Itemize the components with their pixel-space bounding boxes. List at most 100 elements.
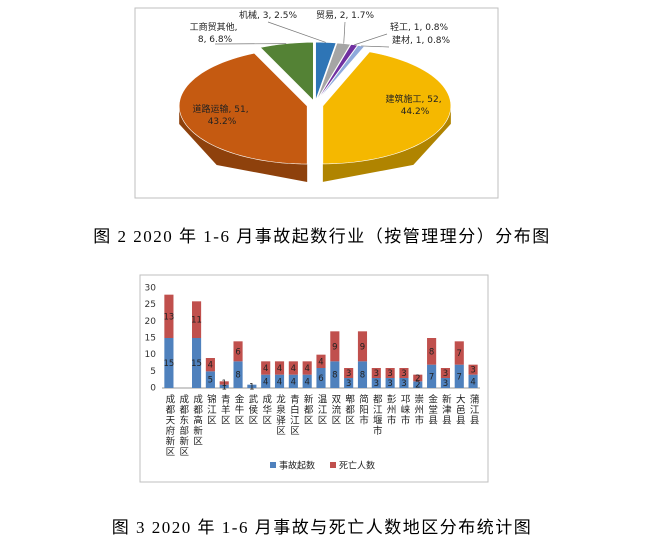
x-tick-label: 温江区 [316,394,328,426]
data-label: 4 [277,377,282,387]
x-tick-label: 武侯区 [246,393,258,425]
x-tick-label: 金牛区 [233,393,245,425]
bar-segment [413,381,423,388]
x-tick-label: 郫都区 [343,393,355,425]
data-label-part: 轻工 [390,21,408,33]
x-tick-label: 金堂县 [426,393,438,425]
pie-slice [316,42,351,101]
bar-segment [316,368,326,388]
bar-segment [261,361,271,375]
data-label-part: 工商贸其他 [190,21,235,33]
data-label: 8 [429,347,434,357]
x-tick-label: 成都天府新区 [163,393,175,457]
x-tick-label: 锦江区 [205,393,217,425]
data-label-part: 机械 [239,9,257,21]
data-label: 7 [457,349,462,359]
data-label: 4 [304,377,309,387]
pie-slice [322,51,452,165]
bar-segment [399,378,409,388]
separator: , [422,95,428,105]
leader-line [354,33,388,46]
data-label: 4 [277,364,282,374]
data-label: 7 [429,372,434,382]
data-label-part: 52 [427,95,438,105]
bar-segment [288,361,298,375]
x-tick-label: 简阳市 [357,393,369,425]
data-label: 3 [387,369,392,379]
data-label: 工商贸其他, 8, 6.8% [190,21,241,45]
data-label: 3 [443,369,448,379]
x-tick-label: 青白江区 [288,393,300,436]
x-tick-label: 成都东部新区 [177,393,189,457]
data-label: 建筑施工, 52, 44.2% [386,93,445,117]
data-label: 3 [387,379,392,389]
bar-segment [330,361,340,388]
bar-segment [164,338,174,388]
bar-segment [164,294,174,338]
y-tick-label: 10 [145,350,157,360]
bar-segment [357,361,368,388]
leader-line [361,45,390,48]
data-label: 2 [415,374,420,384]
separator: , [204,35,210,45]
x-tick-label: 成华区 [260,393,272,425]
bar-segment [468,364,478,375]
x-tick-label: 青羊区 [219,393,231,425]
data-label: 15 [191,359,202,369]
bar-segment [385,368,395,378]
separator: , [268,11,274,21]
bar-segment [371,378,381,388]
legend-swatch [270,462,276,468]
data-label: 建材, 1, 0.8% [392,34,451,46]
bar-segment [316,354,326,368]
data-label-part: 建材 [392,34,410,46]
data-label: 1 [222,382,227,392]
x-tick-label: 新津县 [440,393,452,425]
bar-segment [399,368,409,378]
bar-segment [344,378,354,388]
data-label: 轻工, 1, 0.8% [390,21,449,33]
data-label: 13 [163,312,174,322]
bar-segment [233,341,243,362]
pie-slice [178,52,308,165]
data-label: 4 [208,361,213,371]
data-label-part: 3 [263,11,269,21]
bar-segment [454,341,464,365]
data-label: 2 [415,381,420,391]
bar-segment [192,338,202,388]
data-label-part: 44.2% [401,107,430,117]
separator: , [410,36,416,46]
data-label: 8 [360,371,365,381]
data-label: 9 [360,342,365,352]
data-label: 3 [374,379,379,389]
separator: , [229,105,235,115]
x-tick-label: 蒲江县 [468,393,480,425]
data-label: 6 [318,374,323,384]
data-label: 4 [318,357,323,367]
y-tick-label: 20 [145,317,157,327]
data-label: 道路运输, 51, 43.2% [193,103,252,127]
x-tick-label: 大邑县 [454,393,466,425]
figure-caption: 图 3 2020 年 1-6 月事故与死亡人数地区分布统计图 [112,518,532,537]
data-label: 3 [401,369,406,379]
bar-segment [357,331,368,362]
bar-segment [219,384,229,388]
bar-segment [205,358,215,372]
data-label-part: 51 [234,105,245,115]
data-label-part: 建筑施工 [386,93,422,105]
data-label: 4 [291,377,296,387]
y-tick-label: 0 [150,384,156,394]
data-label: 3 [346,379,351,389]
bar-segment [413,374,423,382]
pie-slice [259,42,314,102]
data-label: 9 [332,342,337,352]
bar-segment [192,301,202,338]
bar-segment [247,384,257,388]
separator: , [439,95,445,105]
figure-caption: 图 2 2020 年 1-6 月事故起数行业（按管理理分）分布图 [93,227,550,246]
bar-segment [288,374,298,388]
pie-slice-side [322,105,451,182]
x-tick-label: 双流区 [329,394,341,426]
x-tick-label: 成都高新区 [191,393,203,446]
